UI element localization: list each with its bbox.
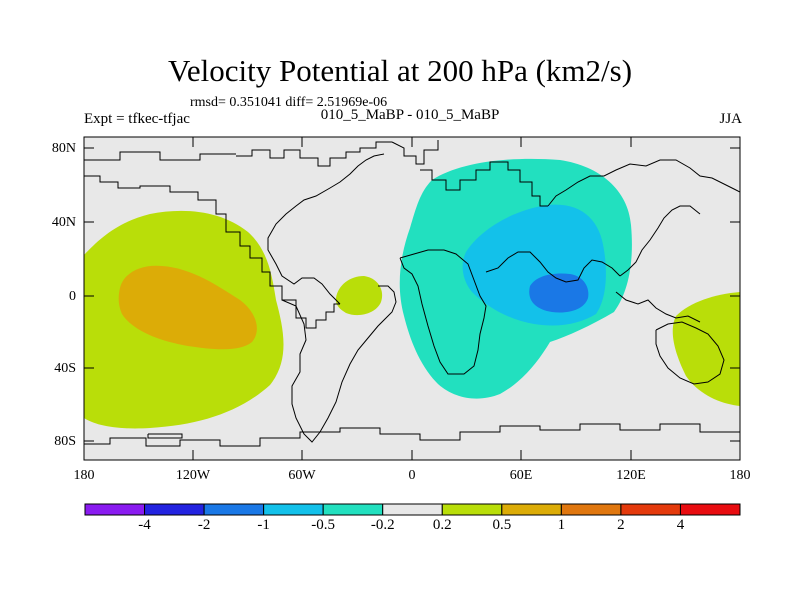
coastline-layer	[84, 140, 740, 447]
contour-fill-layer	[84, 158, 740, 429]
lon-tick-60e: 60E	[509, 468, 533, 483]
colorbar-level-label: -0.2	[370, 517, 395, 533]
colorbar-box	[679, 503, 741, 516]
coastline-north-america-east	[267, 153, 385, 305]
coastline-north-pacific-rim	[84, 151, 236, 161]
colorbar-level-label: 0.5	[492, 517, 512, 533]
lon-tick-0: 0	[408, 468, 416, 483]
lat-tick-0: 0	[69, 289, 76, 304]
colorbar-box	[441, 503, 503, 516]
coastline-africa	[399, 249, 487, 375]
lon-tick-120e: 120E	[616, 468, 646, 483]
lon-tick-180e: 180	[729, 468, 751, 483]
lon-tick-60w: 60W	[288, 468, 316, 483]
colorbar-box	[382, 503, 443, 516]
colorbar-level-label: 0.2	[432, 517, 452, 533]
positive-anomaly-core-pacific	[118, 265, 257, 350]
colorbar-box	[144, 503, 205, 516]
colorbar-box	[84, 503, 146, 516]
lat-tick-80s: 80S	[54, 434, 76, 449]
case-label: 010_5_MaBP - 010_5_MaBP	[320, 107, 500, 123]
map-title: Velocity Potential at 200 hPa (km2/s)	[167, 53, 633, 88]
lon-tick-180w: 180	[73, 468, 95, 483]
coastline-greenland	[391, 140, 439, 165]
colorbar-box	[501, 503, 562, 516]
coastline-east-asia	[619, 205, 701, 277]
coastline-asia-north	[547, 159, 740, 207]
coastline-north-america	[84, 175, 340, 329]
colorbar-box	[560, 503, 622, 516]
colorbar-level-label: -1	[257, 517, 270, 533]
lat-tick-40s: 40S	[54, 361, 76, 376]
colorbar-level-label: 4	[676, 517, 685, 533]
colorbar-level-label: -0.5	[311, 517, 336, 533]
positive-anomaly-region-west-pacific	[672, 292, 740, 406]
coastline-arctic-canada	[236, 141, 392, 167]
lat-tick-80n: 80N	[51, 141, 76, 156]
colorbar-box	[263, 503, 324, 516]
colorbar-level-label: 2	[617, 517, 625, 533]
coastline-antarctica	[84, 423, 740, 447]
coastline-australia	[655, 321, 725, 385]
colorbar-box	[620, 503, 681, 516]
coastline-arabia-india	[485, 251, 621, 283]
season-label: JJA	[719, 111, 742, 127]
coastline-europe	[420, 161, 548, 207]
axis-ticks	[84, 137, 740, 460]
coastline-antarctic-ice-shelf	[147, 433, 183, 439]
lon-tick-120w: 120W	[175, 468, 211, 483]
colorbar-level-label: 1	[557, 517, 566, 533]
positive-anomaly-region-atlantic	[335, 276, 383, 316]
colorbar-box	[203, 503, 265, 516]
colorbar-level-label: -2	[197, 517, 211, 533]
colorbar-box	[322, 503, 384, 516]
stats-line: rmsd= 0.351041 diff= 2.51969e-06	[190, 95, 388, 110]
colorbar-level-label: -4	[138, 517, 151, 533]
experiment-label: Expt = tfkec-tfjac	[84, 111, 190, 127]
coastline-maritime-continent	[615, 291, 701, 323]
colorbar-boxes	[84, 503, 741, 516]
lat-tick-40n: 40N	[51, 215, 76, 230]
coastline-south-america	[281, 285, 397, 443]
negative-anomaly-core-asia	[529, 273, 589, 313]
